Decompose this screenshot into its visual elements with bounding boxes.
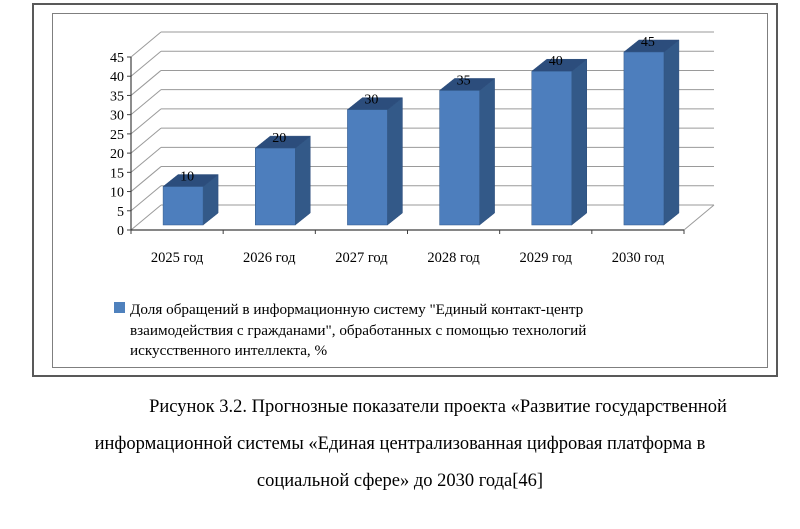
figure-caption: Рисунок 3.2. Прогнозные показатели проек… (0, 389, 800, 500)
bar-value-label: 30 (364, 93, 378, 108)
x-category-label: 2027 год (335, 250, 388, 266)
y-tick-label: 5 (117, 205, 124, 220)
y-tick-label: 10 (110, 186, 124, 201)
bar-value-label: 20 (272, 131, 286, 146)
gridline-left-wall (130, 31, 162, 58)
gridline-left-wall (130, 166, 162, 192)
bar-side-face (387, 97, 403, 226)
bar-side-face (479, 77, 495, 226)
bar-chart-3d: 10 20 30 35 40 45 0 5 10 15 20 25 30 35 40 45 2025 год 20… (110, 31, 715, 266)
gridline-left-wall (130, 185, 162, 212)
x-category-label: 2026 год (243, 250, 296, 266)
legend-label: Доля обращений в информационную систему … (130, 300, 740, 362)
floor-right-edge (683, 204, 715, 231)
caption-line: информационной системы «Единая централиз… (94, 434, 706, 454)
bar-side-face (571, 58, 587, 226)
y-tick-label: 20 (110, 147, 124, 162)
y-tick-label: 35 (110, 89, 124, 104)
y-tick-label: 45 (110, 51, 124, 66)
legend-label-line: искусственного интеллекта, % (130, 342, 328, 359)
legend-color-swatch (114, 302, 125, 313)
bar-front-face (347, 109, 388, 226)
y-tick-label: 0 (117, 224, 124, 239)
bar-front-face (623, 51, 665, 226)
bar-side-face (295, 135, 311, 226)
y-tick-label: 40 (110, 70, 124, 85)
bar-value-label: 40 (549, 54, 563, 69)
legend-label-line: взаимодействия с гражданами", обработанн… (130, 321, 587, 339)
gridline-left-wall (130, 50, 162, 77)
x-category-label: 2029 год (520, 250, 573, 266)
y-tick-label: 25 (110, 128, 124, 143)
y-tick-label: 15 (110, 166, 124, 181)
gridline-left-wall (130, 70, 162, 96)
gridline-left-wall (130, 89, 162, 116)
x-category-label: 2025 год (151, 250, 204, 266)
bar-front-face (531, 70, 572, 226)
caption-line: социальной сфере» до 2030 года[46] (256, 471, 544, 491)
gridline-left-wall (130, 108, 162, 135)
bar-value-label: 10 (180, 170, 194, 185)
bar-side-face (663, 39, 680, 226)
legend-label-line: Доля обращений в информационную систему … (130, 301, 584, 318)
gridline-left-wall (130, 204, 162, 231)
bar-front-face (439, 90, 480, 226)
bar-front-face (162, 186, 204, 226)
gridline-left-wall (130, 146, 162, 173)
x-category-label: 2028 год (427, 250, 480, 266)
bar-value-label: 35 (457, 73, 471, 88)
x-category-label: 2030 год (612, 250, 665, 266)
gridline-left-wall (130, 127, 162, 154)
bar-front-face (255, 147, 296, 226)
y-tick-label: 30 (110, 109, 124, 124)
bar-value-label: 45 (641, 35, 655, 50)
caption-line: Рисунок 3.2. Прогнозные показатели проек… (149, 397, 727, 417)
